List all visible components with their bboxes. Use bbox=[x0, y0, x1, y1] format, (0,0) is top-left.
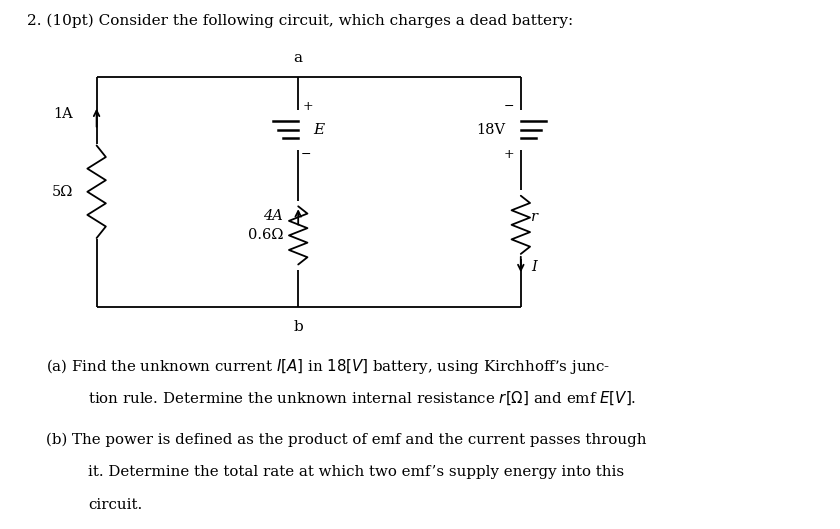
Text: circuit.: circuit. bbox=[88, 498, 143, 512]
Text: 1A: 1A bbox=[53, 107, 73, 121]
Text: a: a bbox=[294, 51, 302, 65]
Text: (b) The power is defined as the product of emf and the current passes through: (b) The power is defined as the product … bbox=[46, 433, 647, 447]
Text: 2. (10pt) Consider the following circuit, which charges a dead battery:: 2. (10pt) Consider the following circuit… bbox=[27, 13, 573, 28]
Text: E: E bbox=[313, 123, 324, 136]
Text: −: − bbox=[301, 148, 311, 161]
Text: +: + bbox=[302, 99, 313, 113]
Text: 4A: 4A bbox=[263, 209, 283, 223]
Text: 5Ω: 5Ω bbox=[52, 185, 73, 199]
Text: tion rule. Determine the unknown internal resistance $r[\Omega]$ and emf $E[V]$.: tion rule. Determine the unknown interna… bbox=[88, 390, 637, 407]
Text: +: + bbox=[503, 148, 514, 161]
Text: r: r bbox=[531, 210, 538, 224]
Text: −: − bbox=[504, 99, 514, 113]
Text: it. Determine the total rate at which two emf’s supply energy into this: it. Determine the total rate at which tw… bbox=[88, 466, 624, 479]
Text: (a) Find the unknown current $I[A]$ in $18[V]$ battery, using Kirchhoff’s junc-: (a) Find the unknown current $I[A]$ in $… bbox=[46, 357, 611, 376]
Text: I: I bbox=[531, 260, 537, 274]
Text: 18V: 18V bbox=[476, 123, 506, 136]
Text: 0.6Ω: 0.6Ω bbox=[248, 229, 283, 242]
Text: b: b bbox=[293, 320, 303, 334]
